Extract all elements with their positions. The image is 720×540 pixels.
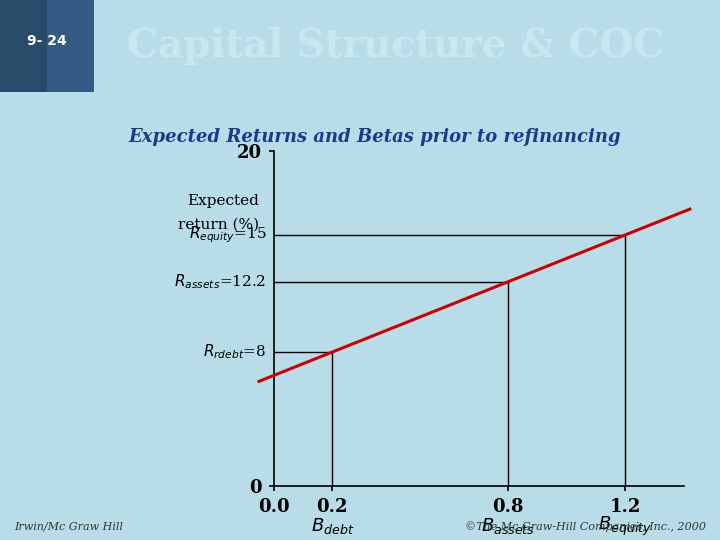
Text: $R_{assets}$=12.2: $R_{assets}$=12.2 bbox=[174, 272, 266, 291]
Text: $R_{equity}$=15: $R_{equity}$=15 bbox=[189, 225, 266, 245]
Text: Expected: Expected bbox=[187, 194, 259, 208]
Text: Irwin/Mc Graw Hill: Irwin/Mc Graw Hill bbox=[14, 522, 123, 532]
Text: Capital Structure & COC: Capital Structure & COC bbox=[127, 27, 665, 65]
Text: $B_{assets}$: $B_{assets}$ bbox=[481, 516, 535, 537]
Text: 9- 24: 9- 24 bbox=[27, 35, 67, 48]
Bar bbox=[0, 0, 94, 92]
Text: $R_{rdebt}$=8: $R_{rdebt}$=8 bbox=[203, 343, 266, 361]
Text: Expected Returns and Betas prior to refinancing: Expected Returns and Betas prior to refi… bbox=[128, 127, 621, 146]
Text: $B_{debt}$: $B_{debt}$ bbox=[310, 516, 354, 537]
Text: ©The Mc Graw-Hill Companies, Inc., 2000: ©The Mc Graw-Hill Companies, Inc., 2000 bbox=[464, 521, 706, 532]
Bar bbox=[47, 0, 94, 92]
Text: return (%): return (%) bbox=[178, 218, 259, 232]
Text: $B_{equity}$: $B_{equity}$ bbox=[598, 515, 652, 538]
